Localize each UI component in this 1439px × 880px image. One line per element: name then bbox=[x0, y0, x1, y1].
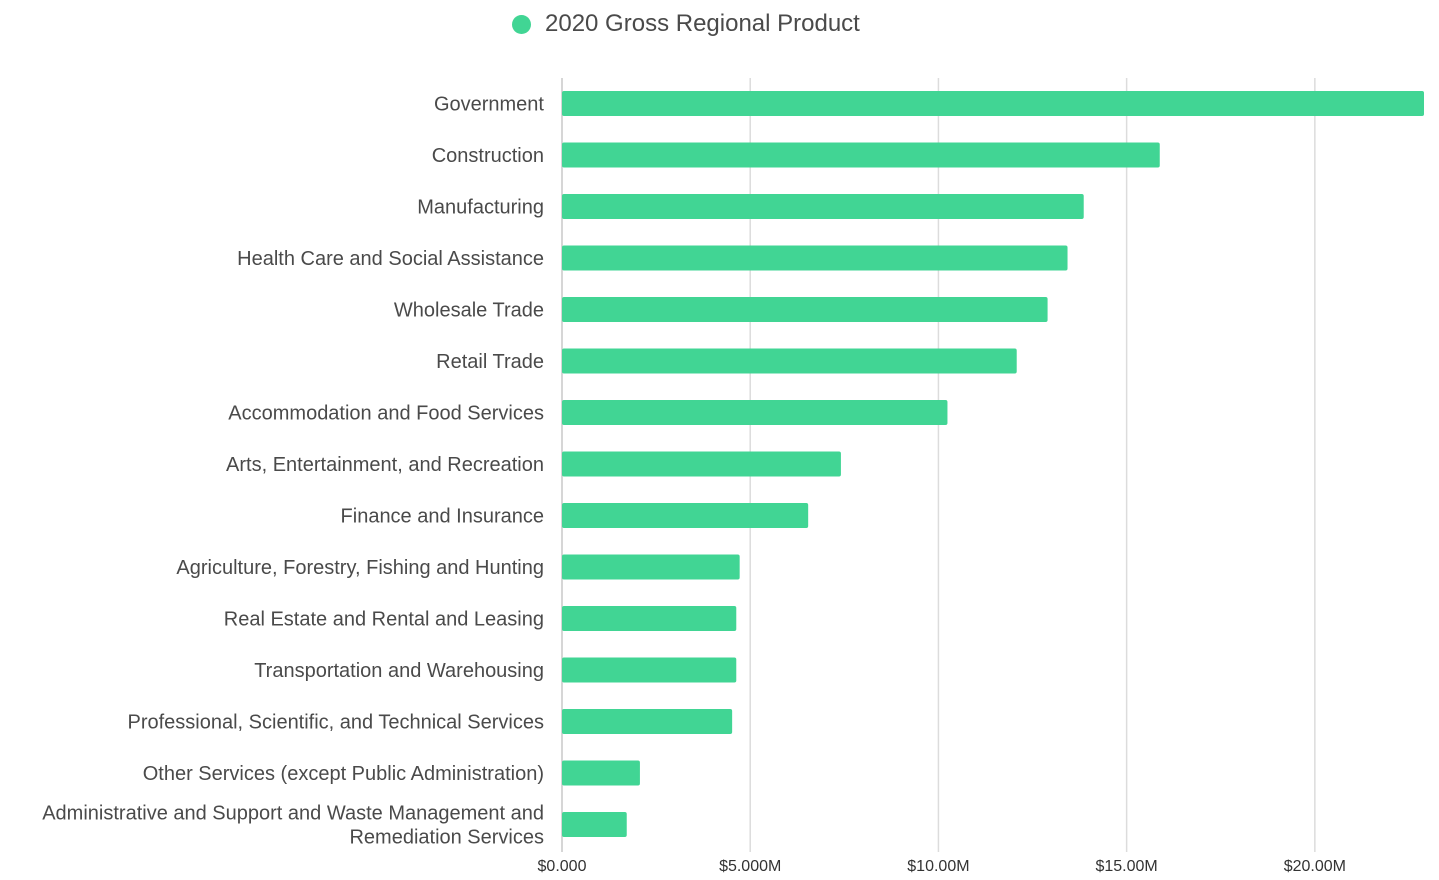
x-tick-label: $5.000M bbox=[719, 858, 781, 875]
bar bbox=[562, 709, 733, 734]
category-label-line: Wholesale Trade bbox=[394, 300, 544, 322]
chart-legend: 2020 Gross Regional Product bbox=[512, 8, 860, 40]
category-label: Agriculture, Forestry, Fishing and Hunti… bbox=[176, 557, 544, 579]
category-label: Manufacturing bbox=[417, 197, 544, 219]
category-label: Arts, Entertainment, and Recreation bbox=[226, 454, 544, 476]
category-label-line: Government bbox=[434, 94, 544, 116]
bar bbox=[562, 297, 1048, 322]
category-label: Construction bbox=[432, 145, 544, 167]
category-label: Government bbox=[434, 94, 544, 116]
category-label: Finance and Insurance bbox=[341, 506, 544, 528]
legend-label: 2020 Gross Regional Product bbox=[545, 10, 860, 37]
bar bbox=[562, 451, 841, 477]
bar bbox=[562, 606, 737, 631]
category-label: Other Services (except Public Administra… bbox=[143, 763, 544, 785]
category-label-line: Health Care and Social Assistance bbox=[237, 248, 544, 270]
category-label: Wholesale Trade bbox=[394, 300, 544, 322]
category-label-line: Accommodation and Food Services bbox=[228, 403, 544, 425]
bar bbox=[562, 812, 627, 837]
category-label-line: Arts, Entertainment, and Recreation bbox=[226, 454, 544, 476]
category-label: Professional, Scientific, and Technical … bbox=[127, 712, 544, 734]
bar bbox=[562, 554, 740, 580]
bar bbox=[562, 142, 1160, 168]
category-label: Administrative and Support and Waste Man… bbox=[42, 803, 544, 849]
bar bbox=[562, 91, 1424, 116]
bar bbox=[562, 245, 1068, 271]
category-label: Real Estate and Rental and Leasing bbox=[224, 609, 544, 631]
category-label-line: Finance and Insurance bbox=[341, 506, 544, 528]
x-tick-label: $10.00M bbox=[907, 858, 969, 875]
category-label-line: Retail Trade bbox=[436, 351, 544, 373]
category-label: Retail Trade bbox=[436, 351, 544, 373]
bar bbox=[562, 503, 809, 528]
category-label-line: Professional, Scientific, and Technical … bbox=[127, 712, 544, 734]
x-tick-label: $0.000 bbox=[538, 858, 587, 875]
category-label: Accommodation and Food Services bbox=[228, 403, 544, 425]
category-label-line: Remediation Services bbox=[349, 827, 544, 849]
category-label: Transportation and Warehousing bbox=[254, 660, 544, 682]
x-tick-label: $15.00M bbox=[1095, 858, 1157, 875]
legend-swatch bbox=[512, 14, 531, 34]
x-tick-label: $20.00M bbox=[1284, 858, 1346, 875]
category-label-line: Other Services (except Public Administra… bbox=[143, 763, 544, 785]
bar bbox=[562, 657, 737, 683]
bar bbox=[562, 400, 948, 425]
category-label-line: Real Estate and Rental and Leasing bbox=[224, 609, 544, 631]
category-label-line: Manufacturing bbox=[417, 197, 544, 219]
bar bbox=[562, 348, 1017, 374]
category-label-line: Agriculture, Forestry, Fishing and Hunti… bbox=[176, 557, 544, 579]
category-label-line: Administrative and Support and Waste Man… bbox=[42, 803, 544, 825]
bar bbox=[562, 760, 640, 786]
category-label-line: Construction bbox=[432, 145, 544, 167]
category-label: Health Care and Social Assistance bbox=[237, 248, 544, 270]
category-label-line: Transportation and Warehousing bbox=[254, 660, 544, 682]
bar bbox=[562, 194, 1084, 219]
